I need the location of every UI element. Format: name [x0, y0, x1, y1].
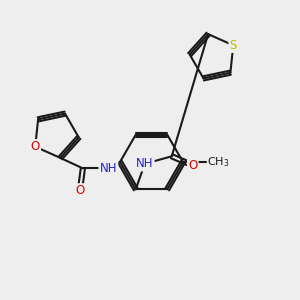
Text: CH$_3$: CH$_3$: [207, 155, 230, 169]
Text: NH: NH: [136, 157, 154, 170]
Text: O: O: [31, 140, 40, 153]
Text: S: S: [230, 39, 237, 52]
Text: O: O: [188, 159, 197, 172]
Text: NH: NH: [100, 162, 117, 175]
Text: O: O: [75, 184, 85, 197]
